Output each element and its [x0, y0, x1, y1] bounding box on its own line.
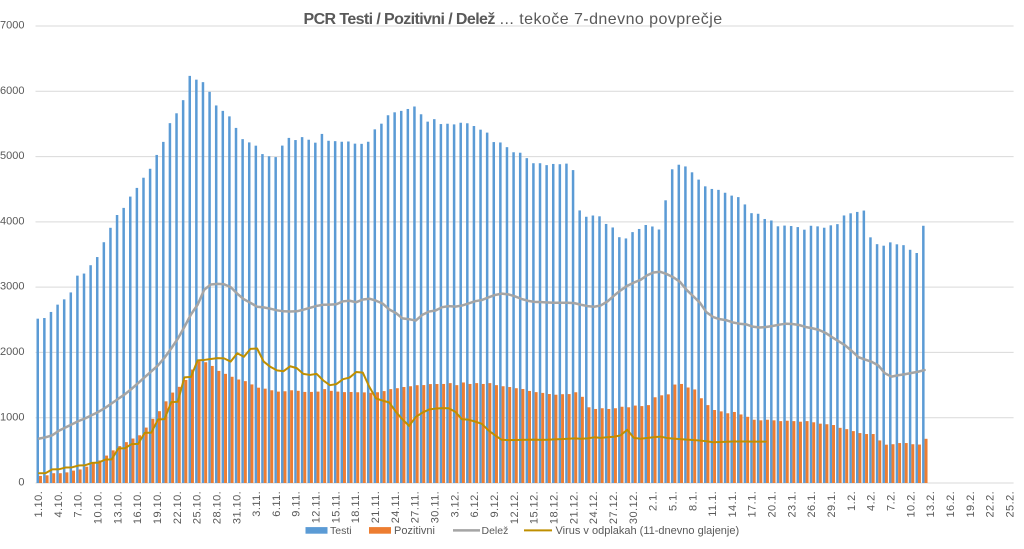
svg-text:23.1.: 23.1. — [786, 491, 798, 518]
svg-text:19.10.: 19.10. — [152, 491, 164, 524]
svg-text:15.11.: 15.11. — [330, 491, 342, 523]
svg-text:3000: 3000 — [0, 281, 24, 293]
svg-text:4.2.: 4.2. — [866, 491, 878, 511]
svg-text:13.2.: 13.2. — [925, 491, 937, 518]
svg-text:0: 0 — [18, 477, 24, 489]
svg-text:18.12.: 18.12. — [548, 491, 560, 524]
svg-text:5.1.: 5.1. — [667, 491, 679, 511]
svg-text:1.2.: 1.2. — [846, 491, 858, 511]
svg-text:15.12.: 15.12. — [529, 491, 541, 524]
svg-text:Pozitivni: Pozitivni — [394, 525, 435, 537]
svg-text:22.10.: 22.10. — [172, 491, 184, 524]
svg-text:16.10.: 16.10. — [132, 491, 144, 524]
svg-text:30.12.: 30.12. — [628, 491, 640, 524]
svg-text:22.2.: 22.2. — [985, 491, 997, 518]
svg-text:9.11.: 9.11. — [291, 491, 303, 517]
svg-text:6.11.: 6.11. — [271, 491, 283, 517]
svg-text:2000: 2000 — [0, 346, 24, 358]
svg-text:10.10.: 10.10. — [92, 491, 104, 524]
svg-text:16.2.: 16.2. — [945, 491, 957, 518]
svg-text:3.11.: 3.11. — [251, 491, 263, 517]
svg-text:5000: 5000 — [0, 150, 24, 162]
svg-text:28.10.: 28.10. — [211, 491, 223, 524]
svg-text:1.10.: 1.10. — [33, 491, 45, 518]
svg-text:17.1.: 17.1. — [747, 491, 759, 518]
svg-text:10.2.: 10.2. — [905, 491, 917, 518]
svg-text:9.12.: 9.12. — [489, 491, 501, 518]
svg-text:13.10.: 13.10. — [112, 491, 124, 524]
svg-text:12.11.: 12.11. — [311, 491, 323, 523]
svg-text:19.2.: 19.2. — [965, 491, 977, 518]
svg-text:27.12.: 27.12. — [608, 491, 620, 524]
svg-text:27.11.: 27.11. — [410, 491, 422, 523]
svg-text:1000: 1000 — [0, 411, 24, 423]
svg-text:Testi: Testi — [330, 525, 352, 537]
svg-text:11.1.: 11.1. — [707, 491, 719, 517]
svg-text:25.10.: 25.10. — [192, 491, 204, 524]
svg-text:3.12.: 3.12. — [449, 491, 461, 518]
svg-text:PCR Testi / Pozitivni / Delež: PCR Testi / Pozitivni / Delež ... tekoče… — [304, 11, 723, 28]
svg-text:7000: 7000 — [0, 20, 24, 32]
svg-text:8.1.: 8.1. — [687, 491, 699, 511]
svg-text:2.1.: 2.1. — [648, 491, 660, 511]
svg-text:12.12.: 12.12. — [509, 491, 521, 524]
svg-text:18.11.: 18.11. — [350, 491, 362, 523]
svg-text:4000: 4000 — [0, 215, 24, 227]
svg-text:4.10.: 4.10. — [53, 491, 65, 518]
svg-text:26.1.: 26.1. — [806, 491, 818, 518]
svg-text:6000: 6000 — [0, 85, 24, 97]
svg-text:24.11.: 24.11. — [390, 491, 402, 523]
svg-text:29.1.: 29.1. — [826, 491, 838, 518]
svg-text:14.1.: 14.1. — [727, 491, 739, 518]
svg-text:24.12.: 24.12. — [588, 491, 600, 524]
svg-text:Delež: Delež — [482, 525, 509, 537]
svg-text:7.2.: 7.2. — [886, 491, 898, 511]
svg-text:21.12.: 21.12. — [568, 491, 580, 524]
svg-text:20.1.: 20.1. — [767, 491, 779, 518]
svg-text:31.10.: 31.10. — [231, 491, 243, 524]
svg-text:7.10.: 7.10. — [73, 491, 85, 518]
svg-text:Virus v odplakah (11-dnevno gl: Virus v odplakah (11-dnevno glajenje) — [556, 525, 740, 537]
svg-text:6.12.: 6.12. — [469, 491, 481, 518]
svg-text:21.11.: 21.11. — [370, 491, 382, 523]
svg-text:25.2.: 25.2. — [1004, 491, 1016, 518]
svg-text:30.11.: 30.11. — [430, 491, 442, 523]
